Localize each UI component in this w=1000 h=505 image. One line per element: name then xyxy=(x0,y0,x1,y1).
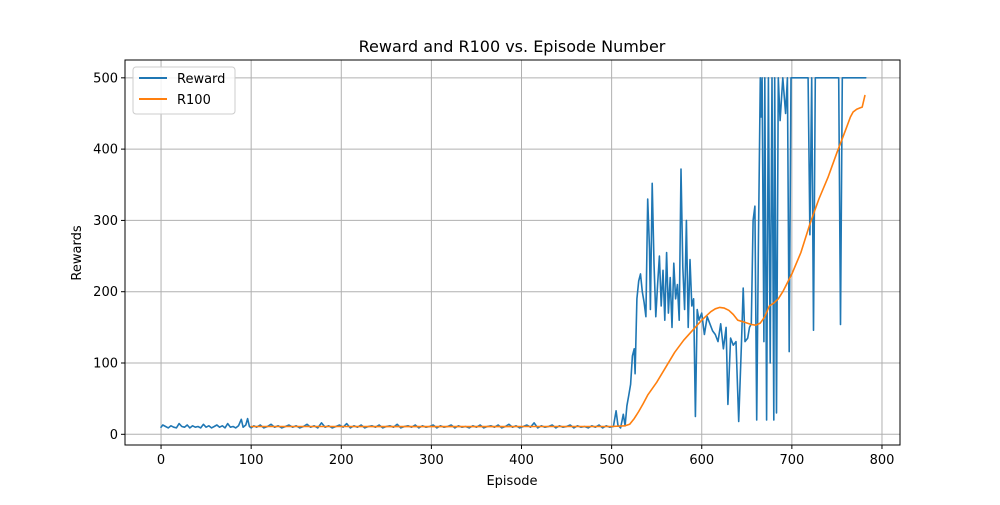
y-tick-label: 500 xyxy=(93,71,118,86)
x-tick-label: 300 xyxy=(419,453,444,468)
y-tick-label: 400 xyxy=(93,143,118,158)
legend-label-reward: Reward xyxy=(177,72,225,87)
chart-title: Reward and R100 vs. Episode Number xyxy=(359,37,666,56)
y-axis-title: Rewards xyxy=(70,225,85,280)
series-lines xyxy=(160,77,867,429)
x-tick-label: 700 xyxy=(779,453,804,468)
axis-ticks: 0 100 200 300 400 500 600 700 800 0 100 200 300 400 50… xyxy=(93,71,894,468)
legend: Reward R100 xyxy=(132,66,236,115)
x-tick-label: 500 xyxy=(599,453,624,468)
x-tick-label: 0 xyxy=(157,453,165,468)
x-tick-label: 200 xyxy=(329,453,354,468)
x-tick-label: 100 xyxy=(239,453,264,468)
y-tick-label: 300 xyxy=(93,214,118,229)
plot-frame xyxy=(124,59,901,446)
y-tick-label: 200 xyxy=(93,285,118,300)
legend-label-r100: R100 xyxy=(177,93,211,108)
x-tick-label: 800 xyxy=(870,453,895,468)
x-tick-label: 400 xyxy=(509,453,534,468)
y-tick-label: 100 xyxy=(93,357,118,372)
series-line-r100 xyxy=(250,94,866,428)
x-tick-label: 600 xyxy=(689,453,714,468)
y-tick-label: 0 xyxy=(110,428,118,443)
x-axis-title: Episode xyxy=(486,474,537,489)
